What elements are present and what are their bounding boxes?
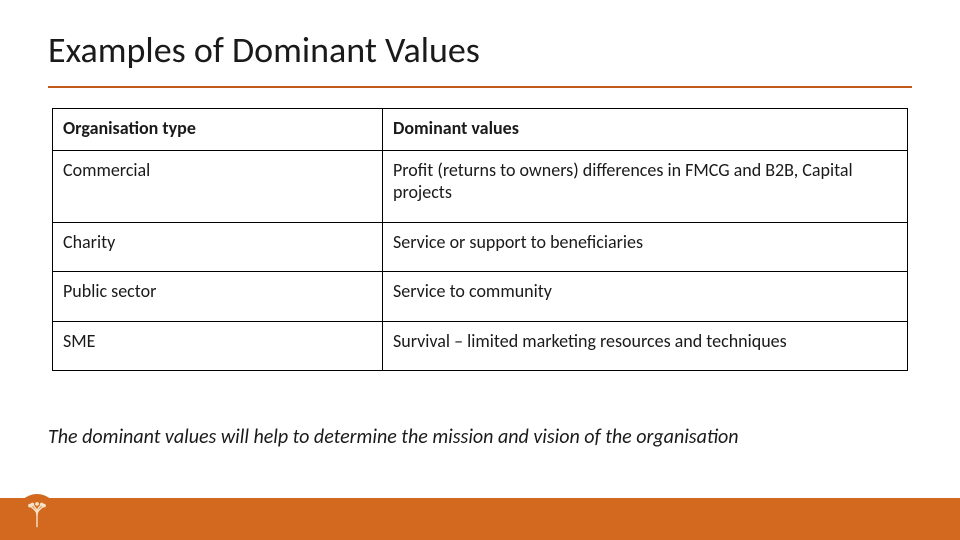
table-row: Public sector Service to community bbox=[53, 272, 908, 322]
table-cell: Charity bbox=[53, 222, 383, 272]
table-cell: Service to community bbox=[383, 272, 908, 322]
table-cell: Profit (returns to owners) differences i… bbox=[383, 150, 908, 222]
table-row: SME Survival – limited marketing resourc… bbox=[53, 321, 908, 371]
slide-title: Examples of Dominant Values bbox=[48, 28, 480, 72]
table-header: Organisation type bbox=[53, 109, 383, 151]
table-cell: Service or support to beneficiaries bbox=[383, 222, 908, 272]
values-table: Organisation type Dominant values Commer… bbox=[52, 108, 908, 371]
footer-text: Oxford Professional Education Group Ltd bbox=[0, 498, 960, 540]
page-number: 19 bbox=[917, 513, 930, 528]
title-rule bbox=[48, 86, 912, 88]
table-header: Dominant values bbox=[383, 109, 908, 151]
table-cell: Commercial bbox=[53, 150, 383, 222]
table-cell: Public sector bbox=[53, 272, 383, 322]
slide: Examples of Dominant Values Organisation… bbox=[0, 0, 960, 540]
table-row: Charity Service or support to beneficiar… bbox=[53, 222, 908, 272]
table-cell: SME bbox=[53, 321, 383, 371]
table-cell: Survival – limited marketing resources a… bbox=[383, 321, 908, 371]
table-row: Commercial Profit (returns to owners) di… bbox=[53, 150, 908, 222]
caption-text: The dominant values will help to determi… bbox=[48, 425, 739, 449]
